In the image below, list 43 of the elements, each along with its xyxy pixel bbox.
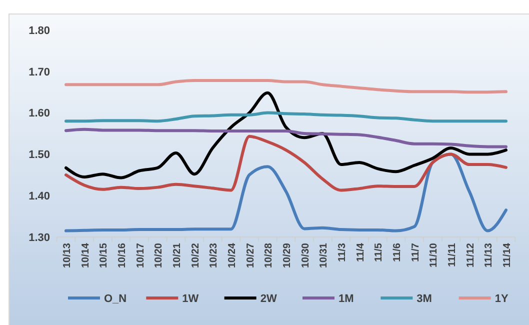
x-tick-label: 10/21 (172, 242, 183, 268)
x-tick-label: 10/28 (264, 242, 275, 268)
x-tick-label: 10/20 (154, 242, 165, 268)
legend-label: 1Y (494, 292, 509, 305)
legend-label: 2W (260, 292, 278, 305)
x-tick-label: 11/10 (428, 242, 440, 268)
y-tick-label: 1.60 (28, 108, 50, 120)
legend-label: O_N (104, 292, 127, 305)
x-tick-label: 10/16 (117, 242, 128, 268)
x-tick-label: 10/15 (98, 242, 110, 268)
y-tick-label: 1.40 (28, 190, 50, 202)
x-tick-label: 10/13 (62, 242, 73, 268)
x-tick-label: 11/6 (392, 242, 403, 262)
line-series (64, 128, 508, 148)
x-tick-label: 10/22 (190, 242, 202, 268)
x-tick-label: 10/31 (318, 242, 330, 268)
x-tick-label: 11/5 (374, 242, 385, 262)
x-tick-label: 10/27 (245, 242, 256, 268)
legend-label: 1W (182, 292, 200, 305)
y-tick-label: 1.80 (28, 24, 50, 37)
x-tick-label: 10/23 (208, 242, 220, 268)
line-series (64, 111, 508, 123)
line-series (64, 134, 508, 192)
x-tick-label: 11/7 (410, 242, 422, 262)
x-tick-label: 10/14 (80, 242, 92, 268)
x-tick-label: 11/14 (502, 242, 513, 268)
x-tick-label: 10/17 (135, 242, 146, 268)
y-tick-label: 1.50 (28, 149, 50, 162)
x-tick-label: 11/3 (337, 242, 348, 262)
x-tick-label: 11/4 (355, 242, 366, 262)
legend-label: 3M (416, 292, 432, 305)
line-series (64, 152, 508, 232)
x-tick-label: 10/24 (227, 242, 238, 268)
x-tick-label: 11/11 (447, 242, 458, 267)
x-tick-label: 11/12 (465, 242, 476, 268)
x-tick-label: 10/30 (300, 242, 312, 268)
x-tick-label: 10/29 (282, 242, 293, 268)
y-tick-label: 1.70 (28, 66, 50, 78)
legend-label: 1M (338, 292, 354, 305)
line-series (64, 79, 508, 94)
line-series (64, 91, 508, 180)
x-tick-label: 11/13 (484, 242, 495, 268)
y-tick-label: 1.30 (28, 232, 50, 244)
